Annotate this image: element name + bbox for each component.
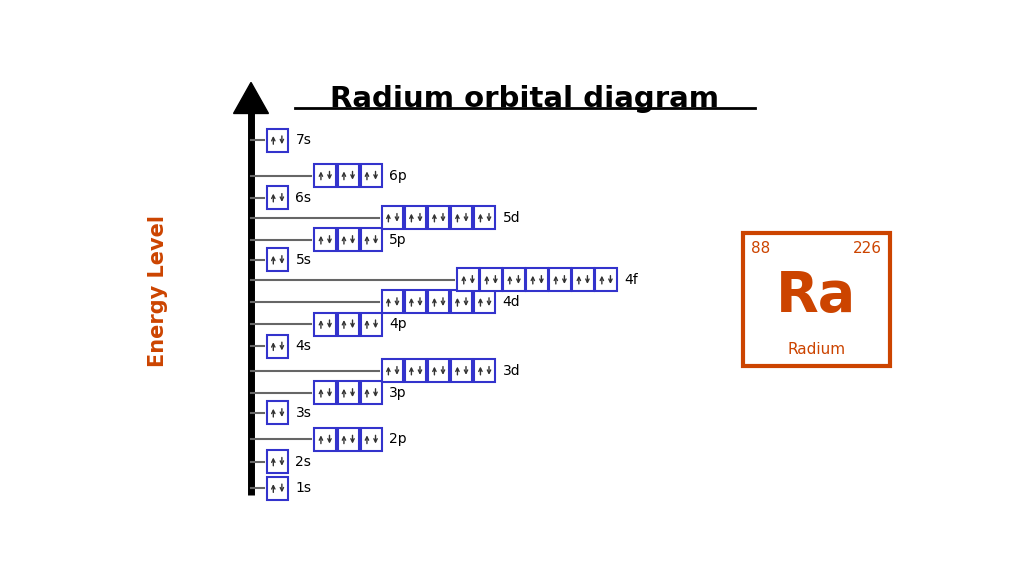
- Bar: [360, 313, 382, 336]
- Text: 5d: 5d: [503, 211, 520, 225]
- Bar: [504, 268, 524, 291]
- Bar: [526, 268, 548, 291]
- Bar: [428, 206, 450, 229]
- Bar: [382, 206, 403, 229]
- Text: 4d: 4d: [503, 295, 520, 309]
- Bar: [382, 290, 403, 313]
- Bar: [267, 477, 289, 500]
- Bar: [428, 290, 450, 313]
- Bar: [338, 381, 359, 404]
- Bar: [338, 313, 359, 336]
- Bar: [480, 268, 502, 291]
- Bar: [360, 381, 382, 404]
- Bar: [267, 335, 289, 358]
- Text: 3d: 3d: [503, 363, 520, 378]
- Bar: [314, 228, 336, 251]
- Text: 3p: 3p: [389, 386, 407, 400]
- Bar: [550, 268, 570, 291]
- Bar: [314, 381, 336, 404]
- Text: 1s: 1s: [296, 481, 311, 495]
- Bar: [404, 290, 426, 313]
- Text: Radium orbital diagram: Radium orbital diagram: [331, 85, 719, 113]
- Bar: [474, 290, 496, 313]
- Text: 4f: 4f: [624, 273, 638, 287]
- Bar: [338, 228, 359, 251]
- Bar: [314, 164, 336, 187]
- Bar: [404, 206, 426, 229]
- Bar: [458, 268, 479, 291]
- Text: 3s: 3s: [296, 406, 311, 420]
- Text: 226: 226: [853, 241, 882, 256]
- Bar: [382, 359, 403, 382]
- Text: 5s: 5s: [296, 253, 311, 267]
- Bar: [474, 206, 496, 229]
- Bar: [428, 359, 450, 382]
- Bar: [314, 428, 336, 451]
- Bar: [451, 290, 472, 313]
- Text: Energy Level: Energy Level: [148, 215, 168, 367]
- Bar: [572, 268, 594, 291]
- Text: Radium: Radium: [787, 342, 846, 357]
- Text: 4p: 4p: [389, 317, 407, 331]
- Bar: [451, 359, 472, 382]
- Bar: [267, 128, 289, 151]
- Bar: [743, 233, 890, 366]
- Text: 2p: 2p: [389, 433, 407, 446]
- Text: 88: 88: [751, 241, 770, 256]
- Bar: [404, 359, 426, 382]
- Text: 7s: 7s: [296, 133, 311, 147]
- Bar: [267, 450, 289, 473]
- Bar: [360, 228, 382, 251]
- Bar: [267, 186, 289, 209]
- Text: 6p: 6p: [389, 169, 407, 183]
- Bar: [267, 401, 289, 425]
- Text: 5p: 5p: [389, 233, 407, 247]
- Bar: [338, 164, 359, 187]
- Bar: [360, 428, 382, 451]
- Polygon shape: [233, 82, 268, 113]
- Bar: [267, 248, 289, 271]
- Text: Ra: Ra: [776, 269, 856, 323]
- Text: 4s: 4s: [296, 339, 311, 353]
- Text: 6s: 6s: [296, 191, 311, 204]
- Bar: [595, 268, 616, 291]
- Text: 2s: 2s: [296, 454, 311, 469]
- Bar: [314, 313, 336, 336]
- Bar: [451, 206, 472, 229]
- Bar: [474, 359, 496, 382]
- Bar: [338, 428, 359, 451]
- Bar: [360, 164, 382, 187]
